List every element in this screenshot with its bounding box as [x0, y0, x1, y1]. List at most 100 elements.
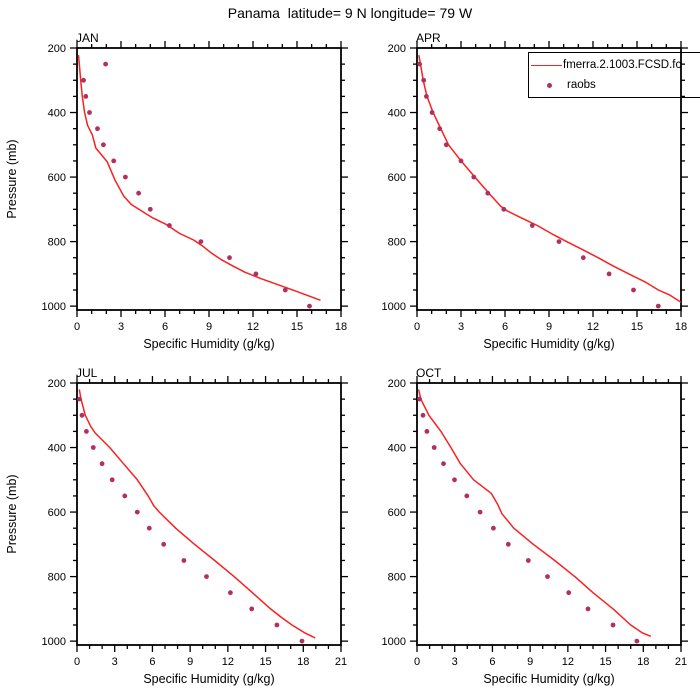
legend-label-model: fmerra.2.1003.FCSD.fc: [563, 59, 682, 71]
svg-text:800: 800: [388, 237, 406, 249]
svg-text:400: 400: [388, 443, 406, 455]
plot-frame: [416, 47, 682, 311]
svg-text:12: 12: [247, 321, 259, 333]
svg-text:15: 15: [599, 656, 611, 668]
raobs-dot: [631, 287, 636, 293]
raobs-dot: [79, 412, 85, 418]
raobs-dot: [198, 239, 204, 245]
legend-row-model: fmerra.2.1003.FCSD.fc: [529, 55, 700, 75]
raobs-dot: [431, 445, 437, 450]
svg-text:6: 6: [162, 321, 168, 333]
raobs-dot: [167, 223, 172, 228]
svg-text:6: 6: [502, 321, 508, 333]
raobs-dot: [501, 206, 507, 212]
plot-frame: [416, 382, 682, 646]
svg-text:3: 3: [118, 321, 124, 333]
raobs-dot: [525, 558, 531, 563]
legend-row-raobs: raobs: [529, 75, 700, 95]
raobs-dot: [253, 271, 259, 277]
svg-text:800: 800: [48, 237, 66, 249]
raobs-dot: [634, 638, 640, 644]
raobs-dot: [103, 61, 108, 67]
svg-text:200: 200: [48, 43, 66, 55]
raobs-dot: [282, 287, 288, 293]
model-line-apr: [418, 54, 681, 303]
raobs-dots-apr: [417, 61, 661, 309]
svg-text:1000: 1000: [42, 636, 66, 648]
axis-ticks: [410, 376, 688, 652]
svg-text:0: 0: [414, 321, 420, 333]
raobs-dot: [471, 174, 477, 180]
svg-text:200: 200: [388, 378, 406, 390]
svg-text:18: 18: [335, 321, 347, 333]
y-axis-label-bottom-row: Pressure (mb): [5, 474, 19, 554]
raobs-dot: [90, 445, 96, 450]
raobs-dot: [161, 541, 167, 547]
raobs-dot: [81, 77, 86, 83]
raobs-dot: [417, 396, 422, 402]
raobs-dot: [655, 303, 661, 309]
raobs-dots-jul: [77, 396, 305, 644]
raobs-dot: [228, 590, 233, 596]
svg-text:0: 0: [74, 321, 80, 333]
raobs-dot: [84, 429, 89, 434]
svg-text:400: 400: [388, 108, 406, 120]
raobs-dot: [134, 509, 140, 515]
svg-text:12: 12: [587, 321, 599, 333]
svg-text:15: 15: [259, 656, 271, 668]
svg-text:21: 21: [335, 656, 347, 668]
panel-apr: 0 3 6 9 12 15 18 200 400 600 800 1000: [382, 41, 688, 333]
raobs-dot: [421, 77, 427, 83]
raobs-dot: [606, 271, 612, 277]
raobs-dot: [464, 493, 470, 499]
svg-text:3: 3: [112, 656, 118, 668]
raobs-dot: [545, 574, 550, 579]
panel-oct: 0 3 6 9 12 15 18 21 200 400 600 800 1000: [382, 376, 688, 668]
raobs-dot: [585, 606, 591, 612]
legend-marker-sample: [547, 82, 552, 88]
svg-text:18: 18: [637, 656, 649, 668]
svg-text:9: 9: [527, 656, 533, 668]
svg-text:1000: 1000: [382, 636, 406, 648]
plot-frame: [76, 47, 342, 311]
legend-box: fmerra.2.1003.FCSD.fc raobs: [528, 52, 700, 98]
svg-text:400: 400: [48, 443, 66, 455]
raobs-dot: [417, 61, 422, 67]
raobs-dots-oct: [417, 396, 640, 644]
raobs-dot: [122, 493, 128, 499]
raobs-dot: [147, 206, 153, 212]
raobs-dot: [420, 412, 426, 418]
svg-text:600: 600: [48, 172, 66, 184]
svg-text:9: 9: [206, 321, 212, 333]
legend-label-raobs: raobs: [567, 79, 596, 91]
raobs-dots-jan: [81, 61, 312, 309]
tick-labels: 0 3 6 9 12 15 18 200 400 600 800 1000: [382, 43, 688, 333]
axis-ticks: [70, 376, 348, 652]
svg-text:1000: 1000: [42, 301, 66, 313]
raobs-dot: [424, 429, 430, 434]
raobs-dot: [610, 622, 616, 628]
x-axis-label-jul: Specific Humidity (g/kg): [143, 672, 275, 686]
raobs-dot: [181, 558, 187, 563]
raobs-dot: [101, 142, 106, 148]
raobs-dot: [136, 190, 142, 196]
tick-labels: 0 3 6 9 12 15 18 21 200 400 600 800 1000: [42, 378, 348, 668]
panel-title-jan: JAN: [76, 31, 99, 45]
raobs-dot: [437, 126, 443, 132]
raobs-dot: [111, 158, 117, 164]
raobs-dot: [505, 541, 511, 547]
raobs-dot: [227, 255, 232, 261]
axis-ticks: [410, 41, 688, 317]
x-axis-label-jan: Specific Humidity (g/kg): [143, 337, 275, 351]
panel-title-oct: OCT: [416, 366, 442, 380]
svg-text:200: 200: [388, 43, 406, 55]
raobs-dot: [424, 94, 429, 99]
raobs-dot: [485, 190, 491, 196]
svg-text:9: 9: [546, 321, 552, 333]
svg-text:800: 800: [388, 572, 406, 584]
raobs-dot: [556, 239, 562, 245]
raobs-dot: [77, 396, 82, 402]
model-line-oct: [417, 389, 652, 637]
raobs-dot: [529, 223, 535, 228]
